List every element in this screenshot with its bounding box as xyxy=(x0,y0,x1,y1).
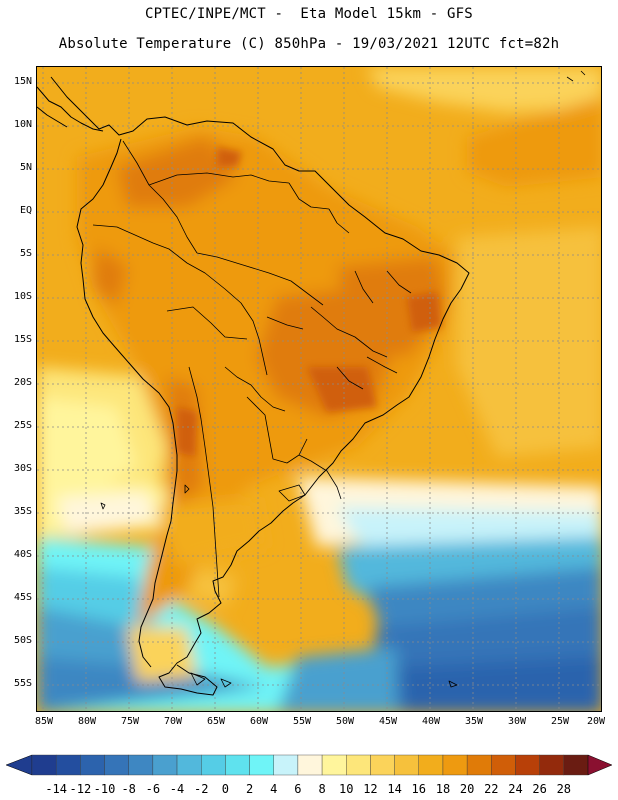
colorbar-label: 4 xyxy=(270,782,278,796)
colorbar-cell xyxy=(201,754,226,776)
lat-label-10n: 10N xyxy=(13,119,32,130)
lon-label-65w: 65W xyxy=(206,716,226,727)
colorbar-cell xyxy=(176,754,202,776)
colorbar-cell xyxy=(491,754,516,776)
colorbar-label: 8 xyxy=(318,782,326,796)
colorbar-label: -6 xyxy=(145,782,161,796)
colorbar-label: 26 xyxy=(532,782,547,796)
lon-label-75w: 75W xyxy=(120,716,140,727)
colorbar-label: 6 xyxy=(294,782,302,796)
lat-label-5n: 5N xyxy=(19,162,32,173)
colorbar-label: -14 xyxy=(45,782,68,796)
colorbar-cell xyxy=(80,754,105,776)
colorbar-label: 22 xyxy=(484,782,499,796)
colorbar-label: 28 xyxy=(556,782,572,796)
colorbar-label: 12 xyxy=(363,782,378,796)
lat-label-15s: 15S xyxy=(13,334,32,345)
colorbar-cell xyxy=(394,754,419,776)
colorbar-cell xyxy=(370,754,395,776)
lat-label-55s: 55S xyxy=(13,678,32,689)
lat-label-30s: 30S xyxy=(13,463,32,474)
lon-label-70w: 70W xyxy=(163,716,183,727)
lon-label-85w: 85W xyxy=(34,716,54,727)
colorbar-cell xyxy=(128,754,154,776)
colorbar-cell xyxy=(321,754,347,776)
lon-label-35w: 35W xyxy=(464,716,484,727)
colorbar-label: 2 xyxy=(245,782,254,796)
colorbar-label: 20 xyxy=(459,782,475,796)
colorbar-cell xyxy=(563,754,589,776)
south-america-coastline xyxy=(50,76,470,696)
temperature-colorbar xyxy=(6,754,612,776)
colorbar-label: -8 xyxy=(121,782,136,796)
lon-label-80w: 80W xyxy=(77,716,97,727)
map-canvas xyxy=(37,67,601,711)
colorbar-label: 0 xyxy=(221,782,230,796)
lon-label-60w: 60W xyxy=(249,716,269,727)
colorbar-cell xyxy=(466,754,492,776)
colorbar-arrow-high xyxy=(587,754,612,776)
colorbar-label: 14 xyxy=(387,782,402,796)
lat-label-15n: 15N xyxy=(13,76,32,87)
colorbar-cell xyxy=(515,754,540,776)
temperature-map xyxy=(36,66,602,712)
colorbar-label: 24 xyxy=(508,782,523,796)
colorbar-label: -10 xyxy=(93,782,116,796)
lon-label-45w: 45W xyxy=(378,716,398,727)
colorbar-label: -2 xyxy=(193,782,209,796)
colorbar-label: -12 xyxy=(69,782,92,796)
lat-label-10s: 10S xyxy=(13,291,32,302)
colorbar-cell xyxy=(418,754,444,776)
colorbar-label: 10 xyxy=(339,782,354,796)
country-borders xyxy=(92,140,412,598)
central-america-coastline xyxy=(37,86,104,132)
lon-label-25w: 25W xyxy=(550,716,570,727)
temperature-field xyxy=(37,67,601,711)
colorbar-cell xyxy=(273,754,299,776)
lat-label-5s: 5S xyxy=(19,248,32,259)
graticule xyxy=(37,67,601,711)
colorbar-label: 18 xyxy=(435,782,451,796)
map-title: CPTEC/INPE/MCT - Eta Model 15km - GFS xyxy=(145,6,473,22)
lon-label-30w: 30W xyxy=(507,716,527,727)
lat-label-45s: 45S xyxy=(13,592,32,603)
colorbar-cell xyxy=(31,754,57,776)
lat-label-50s: 50S xyxy=(13,635,32,646)
lat-label-25s: 25S xyxy=(13,420,32,431)
colorbar-cell xyxy=(297,754,323,776)
lat-label-40s: 40S xyxy=(13,549,32,560)
lat-label-eq: EQ xyxy=(19,205,32,216)
colorbar-cell xyxy=(152,754,178,776)
lon-label-20w: 20W xyxy=(586,716,606,727)
colorbar-cell xyxy=(225,754,250,776)
islands xyxy=(100,70,586,688)
colorbar-arrow-low xyxy=(6,754,33,776)
colorbar-cell xyxy=(55,754,81,776)
lon-label-50w: 50W xyxy=(335,716,355,727)
lon-label-40w: 40W xyxy=(421,716,441,727)
colorbar-cell xyxy=(346,754,371,776)
colorbar-cell xyxy=(539,754,565,776)
colorbar-label: 16 xyxy=(411,782,427,796)
coastlines-and-borders xyxy=(37,70,586,696)
colorbar-cell xyxy=(104,754,129,776)
lat-label-35s: 35S xyxy=(13,506,32,517)
map-subtitle: Absolute Temperature (C) 850hPa - 19/03/… xyxy=(58,36,560,52)
colorbar-cell xyxy=(442,754,468,776)
lat-label-20s: 20S xyxy=(13,377,32,388)
colorbar-cell xyxy=(249,754,274,776)
colorbar-label: -4 xyxy=(169,782,185,796)
lon-label-55w: 55W xyxy=(292,716,312,727)
